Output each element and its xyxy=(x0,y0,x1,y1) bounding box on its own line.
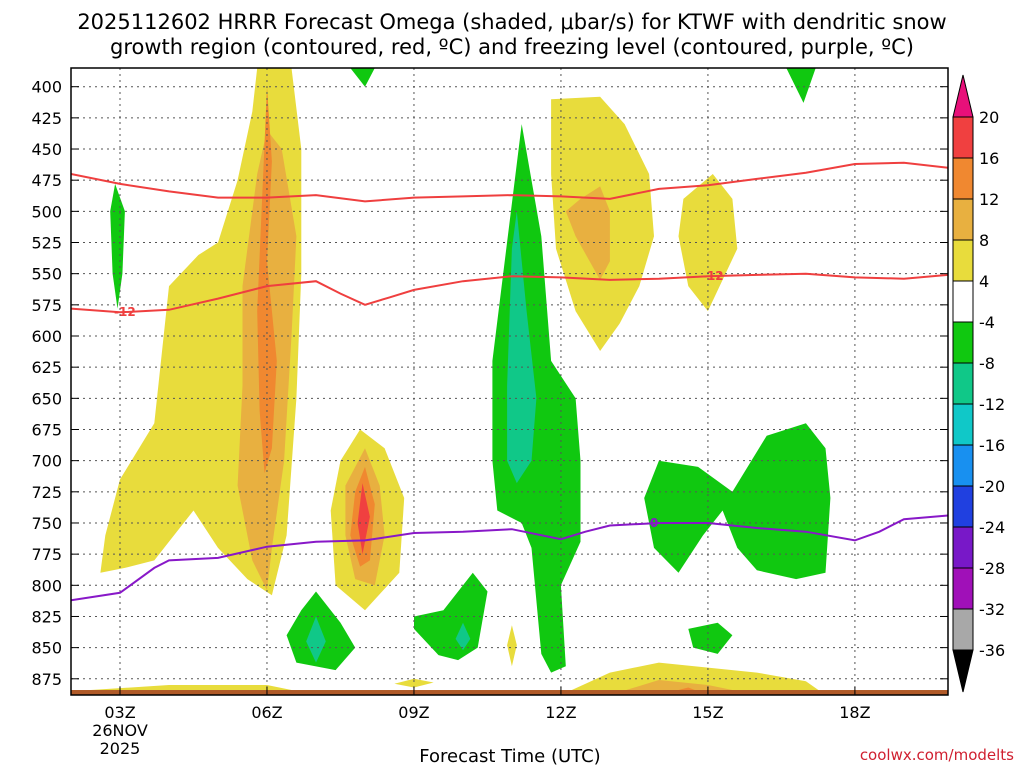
y-tick-label-875: 875 xyxy=(31,670,62,689)
freezing-level-line xyxy=(71,514,948,602)
contour-lines xyxy=(71,161,948,602)
omega-region-23 xyxy=(455,622,471,651)
dgz-line-upper xyxy=(71,161,948,203)
y-tick-label-600: 600 xyxy=(31,327,62,346)
colorbar-swatch-11 xyxy=(952,567,974,610)
colorbar-arrow-top xyxy=(952,74,974,118)
colorbar-label-12: -32 xyxy=(979,600,1005,619)
x-tick-label-03Z: 03Z xyxy=(104,703,135,722)
omega-region-26 xyxy=(786,68,816,103)
colorbar-swatch-6 xyxy=(952,362,974,405)
x-tick-label-09Z: 09Z xyxy=(398,703,429,722)
x-tick-year-label: 2025 xyxy=(100,739,141,758)
omega-region-4 xyxy=(565,186,610,280)
omega-region-18 xyxy=(644,423,831,580)
colorbar-swatch-10 xyxy=(952,526,974,569)
omega-region-17 xyxy=(507,211,537,484)
omega-region-25 xyxy=(350,68,375,87)
omega-shading xyxy=(71,68,948,695)
colorbar-label-2: 12 xyxy=(979,190,999,209)
y-tick-label-775: 775 xyxy=(31,545,62,564)
y-tick-label-450: 450 xyxy=(31,140,62,159)
omega-region-24 xyxy=(110,183,125,309)
chart-title-line1: 2025112602 HRRR Forecast Omega (shaded, … xyxy=(77,10,946,34)
colorbar-label-3: 8 xyxy=(979,231,989,250)
y-tick-label-825: 825 xyxy=(31,607,62,626)
grid-lines xyxy=(71,68,948,695)
y-tick-label-575: 575 xyxy=(31,296,62,315)
chart-title-line2: growth region (contoured, red, ºC) and f… xyxy=(110,35,914,59)
omega-region-11 xyxy=(394,678,434,688)
colorbar-label-10: -24 xyxy=(979,518,1005,537)
credit-text: coolwx.com/modelts xyxy=(860,746,1014,764)
y-tick-label-475: 475 xyxy=(31,171,62,190)
colorbar-label-13: -36 xyxy=(979,641,1005,660)
y-tick-label-750: 750 xyxy=(31,514,62,533)
x-tick-label-18Z: 18Z xyxy=(839,703,870,722)
y-tick-label-650: 650 xyxy=(31,389,62,408)
y-tick-label-550: 550 xyxy=(31,265,62,284)
y-tick-label-425: 425 xyxy=(31,109,62,128)
omega-region-19 xyxy=(688,622,733,654)
colorbar-swatch-0 xyxy=(952,116,974,159)
colorbar-label-5: -4 xyxy=(979,313,995,332)
colorbar-label-0: 20 xyxy=(979,108,999,127)
colorbar-swatch-2 xyxy=(952,198,974,241)
freezing-level-label: 0 xyxy=(650,516,658,530)
x-tick-label-12Z: 12Z xyxy=(545,703,576,722)
colorbar-swatch-4 xyxy=(952,280,974,323)
colorbar: 20 16 12 8 4 -4 -8 -12 -16 -20 -24 -28 -32 -36 xyxy=(952,74,1005,693)
dgz-line-lower xyxy=(71,272,948,314)
colorbar-swatch-5 xyxy=(952,321,974,364)
colorbar-swatch-12 xyxy=(952,608,974,651)
colorbar-label-8: -16 xyxy=(979,436,1005,455)
y-tick-label-675: 675 xyxy=(31,420,62,439)
x-tick-label-15Z: 15Z xyxy=(692,703,723,722)
colorbar-swatch-8 xyxy=(952,444,974,487)
x-tick-date-label: 26NOV xyxy=(92,721,148,740)
dgz-label-1: -12 xyxy=(702,269,724,283)
dgz-label-0: -12 xyxy=(114,305,136,319)
y-tick-label-700: 700 xyxy=(31,452,62,471)
y-tick-label-500: 500 xyxy=(31,202,62,221)
colorbar-label-6: -8 xyxy=(979,354,995,373)
omega-region-21 xyxy=(306,616,326,663)
colorbar-label-11: -28 xyxy=(979,559,1005,578)
colorbar-label-1: 16 xyxy=(979,149,999,168)
x-tick-label-06Z: 06Z xyxy=(251,703,282,722)
omega-region-12 xyxy=(507,625,517,667)
colorbar-swatch-9 xyxy=(952,485,974,528)
x-axis-label: Forecast Time (UTC) xyxy=(419,746,600,767)
colorbar-arrow-bottom xyxy=(952,649,974,693)
omega-region-9 xyxy=(357,483,370,555)
y-tick-label-625: 625 xyxy=(31,358,62,377)
plot-frame xyxy=(70,67,949,696)
y-tick-label-850: 850 xyxy=(31,639,62,658)
y-tick-label-525: 525 xyxy=(31,234,62,253)
colorbar-label-4: 4 xyxy=(979,272,989,291)
colorbar-label-7: -12 xyxy=(979,395,1005,414)
colorbar-swatch-7 xyxy=(952,403,974,446)
y-tick-label-400: 400 xyxy=(31,78,62,97)
ground-surface xyxy=(71,690,948,695)
colorbar-label-9: -20 xyxy=(979,477,1005,496)
omega-region-13 xyxy=(560,662,826,695)
y-axis: 400 425 450 475 500 525 550 575 600 625 650 675 700 7… xyxy=(31,78,948,689)
contour-labels: -12 -12 0 xyxy=(114,269,724,530)
y-tick-label-725: 725 xyxy=(31,483,62,502)
colorbar-swatch-1 xyxy=(952,157,974,200)
colorbar-swatch-3 xyxy=(952,239,974,282)
y-tick-label-800: 800 xyxy=(31,576,62,595)
